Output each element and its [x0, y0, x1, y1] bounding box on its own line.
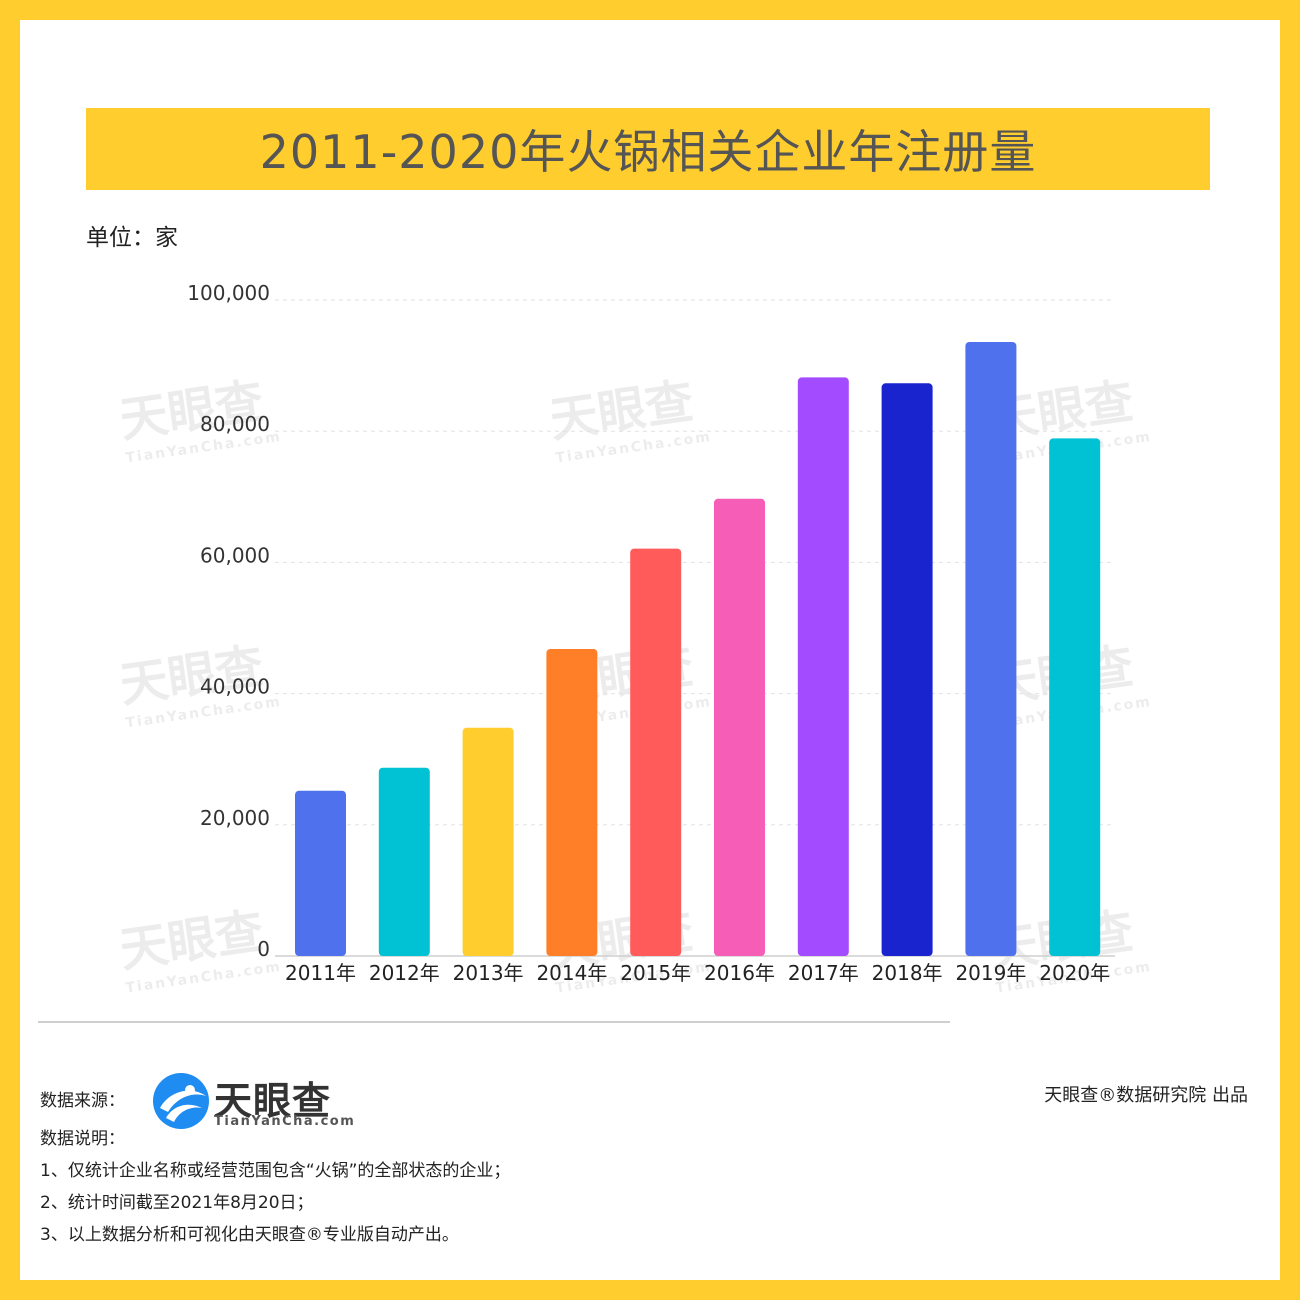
bar-2012年 — [378, 767, 430, 956]
bar-chart: 0 20,000 40,000 60,000 80,000 100,000 2011年 201… — [187, 281, 1115, 985]
y-tick-label: 0 — [257, 937, 270, 961]
bar-2015年 — [630, 548, 682, 956]
bar-2020年 — [1049, 438, 1101, 956]
y-tick-label: 20,000 — [200, 806, 270, 830]
bar-2017年 — [797, 377, 849, 957]
x-tick-label: 2016年 — [704, 961, 775, 985]
note-item: 2、统计时间截至2021年8月20日； — [40, 1193, 314, 1213]
x-tick-label: 2012年 — [369, 961, 440, 985]
divider — [38, 1021, 950, 1023]
source-label: 数据来源： — [40, 1091, 125, 1111]
logo-domain: TianYanCha.com — [214, 1114, 356, 1129]
x-tick-label: 2015年 — [620, 961, 691, 985]
y-tick-label: 60,000 — [200, 543, 270, 567]
x-tick-label: 2011年 — [285, 961, 356, 985]
bar-2018年 — [881, 383, 933, 956]
chart-title: 2011-2020年火锅相关企业年注册量 — [259, 125, 1037, 179]
eye-logo-icon — [153, 1073, 209, 1129]
x-tick-label: 2013年 — [453, 961, 524, 985]
x-tick-label: 2020年 — [1039, 961, 1110, 985]
unit-label: 单位：家 — [86, 225, 178, 251]
y-tick-label: 80,000 — [200, 412, 270, 436]
bar-2011年 — [295, 790, 346, 956]
logo-name: 天眼查 — [214, 1079, 332, 1123]
notes-label: 数据说明： — [40, 1129, 125, 1149]
title-banner: 2011-2020年火锅相关企业年注册量 — [86, 108, 1210, 190]
x-tick-label: 2014年 — [536, 961, 607, 985]
bar-2013年 — [462, 727, 514, 956]
x-tick-label: 2017年 — [788, 961, 859, 985]
tianyancha-logo: 天眼查 TianYanCha.com — [152, 1070, 362, 1132]
bar-2014年 — [546, 648, 598, 956]
y-tick-label: 40,000 — [200, 675, 270, 699]
bar-2019年 — [965, 341, 1017, 956]
bar-2016年 — [714, 498, 765, 956]
x-tick-label: 2018年 — [872, 961, 943, 985]
y-tick-label: 100,000 — [187, 281, 270, 305]
note-item: 3、以上数据分析和可视化由天眼查®专业版自动产出。 — [40, 1225, 459, 1245]
note-item: 1、仅统计企业名称或经营范围包含“火锅”的全部状态的企业； — [40, 1161, 511, 1181]
credit-label: 天眼查®数据研究院 出品 — [1044, 1085, 1248, 1106]
infographic-card: 天眼查 TianYanCha.com 天眼查 TianYanCha.com 天眼… — [20, 20, 1280, 1280]
x-tick-label: 2019年 — [955, 961, 1026, 985]
